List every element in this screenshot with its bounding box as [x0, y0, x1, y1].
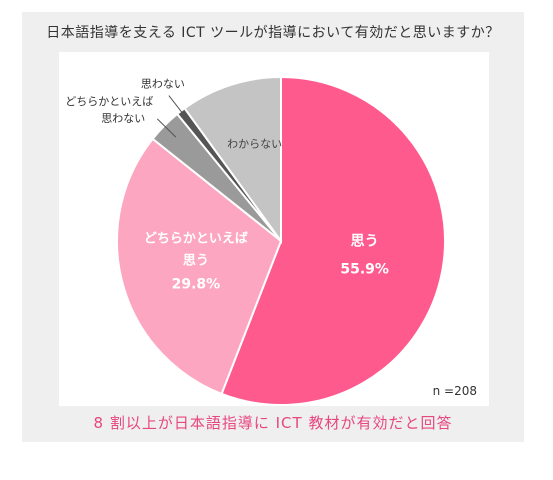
chart-panel: 日本語指導を支える ICT ツールが指導において有効だと思いますか？ 思う 55.… [22, 12, 524, 442]
slice-label-wakaranai: わからない [227, 137, 282, 150]
leader-line-omowanai [168, 95, 190, 122]
pie-slice-1 [220, 75, 446, 406]
pie-chart: 思う55.9%どちらかといえば思う29.8%わからないどちらかといえば思わない思… [65, 75, 477, 406]
slice-label-omowanai: 思わない [141, 78, 185, 91]
slice-label-dochiraka-line2: 思う [183, 254, 209, 269]
chart-card: 思う 55.9% どちらかといえば 思う 29.8% わからない どちらかといえば 思わない思… [59, 52, 489, 406]
slice-value-omou: 55.9% [340, 262, 389, 278]
pie-slice-5 [183, 75, 282, 245]
sample-size-note: n =208 [433, 384, 477, 398]
pie-slice-2 [116, 137, 283, 396]
leader-line-dochiraka-omowanai [156, 118, 177, 138]
slice-label-dochiraka-omowanai-line1: どちらかといえば [65, 95, 153, 108]
slice-label-omou: 思う [351, 234, 379, 250]
slice-value-dochiraka: 29.8% [172, 277, 221, 293]
chart-title: 日本語指導を支える ICT ツールが指導において有効だと思いますか？ [46, 25, 500, 41]
conclusion-text: 8 割以上が日本語指導に ICT 教材が有効だと回答 [93, 414, 453, 432]
slice-label-dochiraka-omowanai-line2: 思わない [101, 112, 145, 125]
slice-label-dochiraka-line1: どちらかといえば [144, 232, 248, 247]
